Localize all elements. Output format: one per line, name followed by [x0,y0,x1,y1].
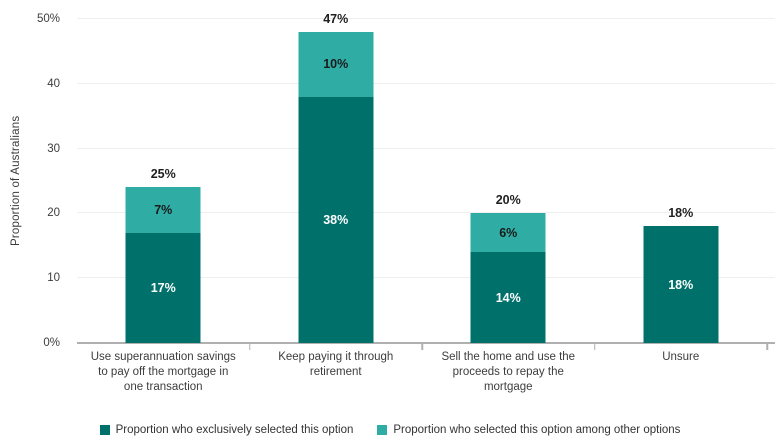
y-axis-tick-labels: 0% 10 20 30 40 50% [0,13,60,349]
bar-segment: 14% [470,252,546,343]
bar-segment: 18% [643,226,719,343]
legend-label: Proportion who exclusively selected this… [115,424,354,436]
bar-total-label: 18% [668,206,694,221]
bar-total-label: 47% [323,11,349,26]
legend-swatch-dark-icon [99,425,110,435]
category-label: Keep paying it through retirement [278,351,394,379]
x-axis-tick [248,343,251,350]
x-axis-tick [421,343,423,350]
y-tick-label: 0% [43,337,60,349]
gridline [77,277,775,279]
x-axis-line [77,342,775,344]
y-tick-label: 20 [47,207,60,220]
y-tick-label: 30 [47,142,60,155]
bar-total-label: 20% [495,193,521,208]
legend-label: Proportion who selected this option amon… [393,424,681,436]
legend: Proportion who exclusively selected this… [0,424,780,436]
bar-segment: 10% [298,31,374,97]
bar-segment: 38% [298,96,374,343]
category-label: Sell the home and use the proceeds to re… [441,351,576,394]
y-tick-label: 50% [36,13,60,25]
bar-group: 14% 6% 20% [422,19,595,343]
x-axis-tick [593,343,596,350]
gridline [77,82,775,84]
legend-swatch-light-icon [377,425,388,435]
y-tick-label: 10 [47,272,60,285]
y-tick-label: 40 [47,77,60,90]
bar-total-label: 25% [150,167,176,182]
category-label: Unsure [662,351,700,363]
bar-segment: 6% [470,213,546,253]
legend-item-exclusive: Proportion who exclusively selected this… [99,424,354,436]
bar-segment: 7% [125,187,201,233]
gridline [77,147,775,149]
bar-group: 18% 18% [595,19,768,343]
x-axis-category-labels: Use superannuation savings to pay off th… [77,350,767,396]
plot-area: 17% 7% 25% 38% 10% 47% 14% 6% 20% 18% 18% [77,12,775,350]
bar-group: 17% 7% 25% [77,19,250,343]
x-axis-tick [766,343,768,350]
legend-item-among-others: Proportion who selected this option amon… [377,424,680,436]
category-label: Use superannuation savings to pay off th… [90,351,236,394]
bar-segment: 17% [125,232,201,343]
gridline [77,212,775,214]
gridline [77,18,775,19]
bar-group: 38% 10% 47% [250,12,423,343]
